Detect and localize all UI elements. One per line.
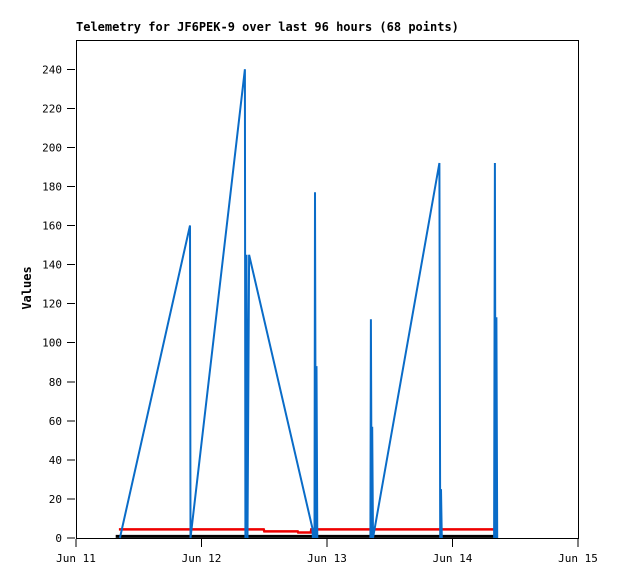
- x-tick-label: Jun 12: [182, 552, 222, 565]
- y-tick-label: 160: [42, 220, 62, 233]
- channel-blue-line: [369, 162, 443, 539]
- channel-blue-line: [313, 192, 319, 539]
- channel-blue-line: [493, 162, 499, 539]
- y-tick-label: 220: [42, 102, 62, 115]
- y-tick-label: 200: [42, 141, 62, 154]
- x-tick-label: Jun 15: [558, 552, 598, 565]
- y-tick-label: 180: [42, 180, 62, 193]
- channel-red-line: [118, 528, 497, 534]
- x-tick-label: Jun 14: [433, 552, 473, 565]
- chart-series: [115, 69, 499, 539]
- y-tick-label: 120: [42, 298, 62, 311]
- x-axis-ticks: Jun 11 Jun 12 Jun 13 Jun 14 Jun 15: [56, 539, 598, 565]
- y-tick-label: 80: [49, 376, 62, 389]
- y-tick-label: 0: [55, 532, 62, 545]
- chart-title: Telemetry for JF6PEK-9 over last 96 hour…: [76, 20, 459, 34]
- y-axis-ticks: 0 20 40 60 80 100 120 140 160 180 200 220 240: [42, 63, 75, 545]
- x-tick-label: Jun 13: [307, 552, 347, 565]
- y-tick-label: 20: [49, 493, 62, 506]
- y-tick-label: 60: [49, 415, 62, 428]
- y-tick-label: 100: [42, 337, 62, 350]
- channel-blue-line: [118, 69, 314, 539]
- x-tick-label: Jun 11: [56, 552, 96, 565]
- y-tick-label: 140: [42, 259, 62, 272]
- y-tick-label: 40: [49, 454, 62, 467]
- y-axis-label: Values: [20, 266, 34, 309]
- plot-border: [76, 40, 579, 539]
- y-tick-label: 240: [42, 63, 62, 76]
